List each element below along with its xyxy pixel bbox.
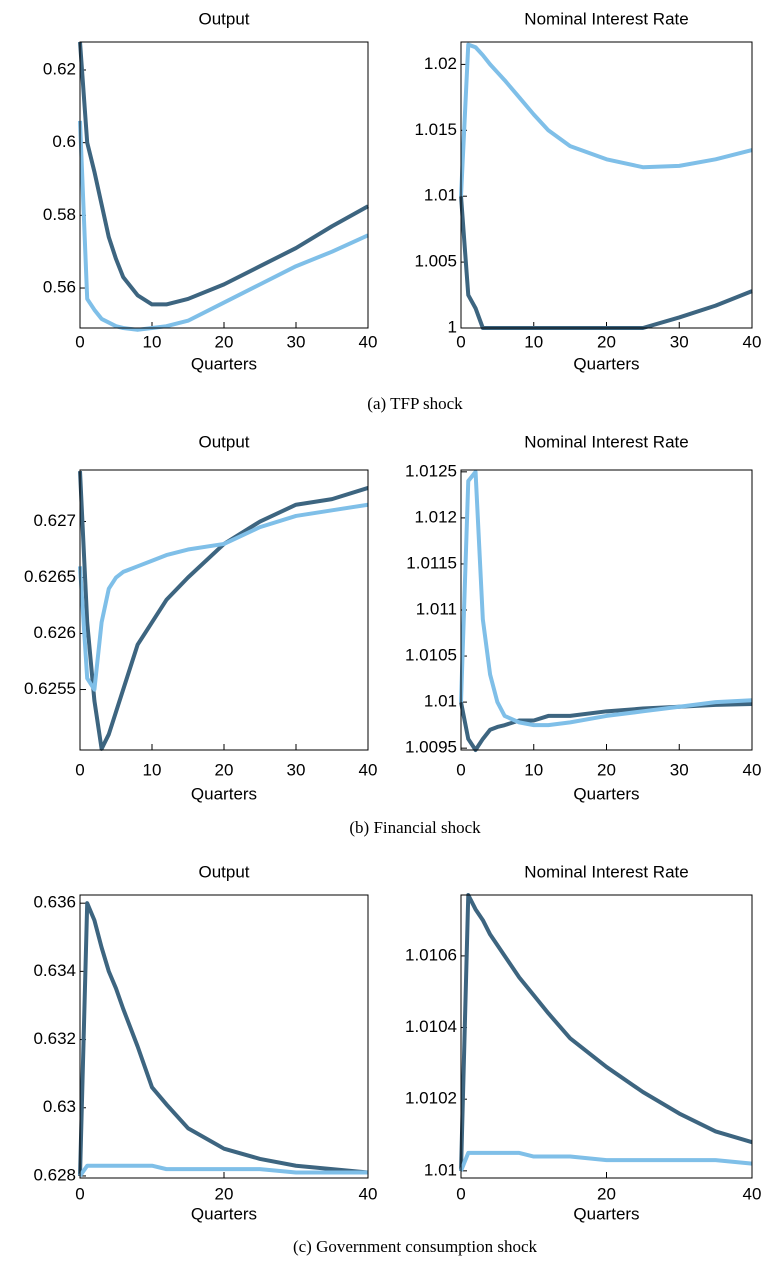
- plot-frame: [79, 894, 369, 1179]
- x-tick-label: 40: [359, 760, 378, 779]
- x-tick-label: 20: [597, 332, 616, 351]
- series-line: [78, 120, 369, 332]
- x-tick-label: 40: [359, 1184, 378, 1203]
- series-line: [78, 1163, 368, 1178]
- y-tick-label: 1.01: [424, 186, 457, 205]
- y-tick-label: 1.0102: [405, 1089, 457, 1108]
- chart-title: Nominal Interest Rate: [524, 432, 688, 451]
- y-tick-label: 0.56: [43, 278, 76, 297]
- y-tick-label: 0.6: [52, 132, 76, 151]
- x-axis-label: Quarters: [573, 1204, 639, 1223]
- y-tick-label: 1.02: [424, 54, 457, 73]
- y-tick-label: 0.632: [33, 1029, 76, 1048]
- chart-title: Output: [198, 9, 249, 28]
- x-tick-label: 30: [287, 332, 306, 351]
- series-line: [78, 502, 369, 692]
- caption: (a) TFP shock: [367, 394, 463, 413]
- y-tick-label: 1.0105: [405, 646, 457, 665]
- y-tick-label: 1.012: [414, 507, 457, 526]
- x-axis-label: Quarters: [191, 784, 257, 803]
- series-line: [459, 1150, 753, 1172]
- x-tick-label: 10: [524, 760, 543, 779]
- x-tick-label: 30: [670, 332, 689, 351]
- series-line: [78, 901, 369, 1177]
- chart-title: Output: [198, 862, 249, 881]
- x-tick-label: 0: [75, 332, 84, 351]
- y-tick-label: 0.636: [33, 893, 76, 912]
- chart-title: Output: [198, 432, 249, 451]
- x-axis-label: Quarters: [573, 784, 639, 803]
- y-tick-label: 0.58: [43, 205, 76, 224]
- caption: (c) Government consumption shock: [293, 1237, 538, 1256]
- plot-area: [460, 894, 753, 1179]
- x-tick-label: 40: [743, 332, 762, 351]
- x-tick-label: 20: [215, 332, 234, 351]
- y-tick-label: 0.628: [33, 1165, 76, 1184]
- y-tick-label: 0.627: [33, 511, 76, 530]
- y-tick-label: 1.0125: [405, 461, 457, 480]
- x-tick-label: 0: [75, 1184, 84, 1203]
- plot-area: [460, 41, 753, 329]
- plot-frame: [79, 469, 369, 751]
- series-line: [459, 893, 753, 1171]
- plot-area: [460, 469, 753, 751]
- x-axis-label: Quarters: [573, 354, 639, 373]
- caption: (b) Financial shock: [349, 818, 481, 837]
- x-tick-label: 20: [597, 760, 616, 779]
- x-tick-label: 20: [215, 1184, 234, 1203]
- y-tick-label: 0.626: [33, 623, 76, 642]
- x-tick-label: 10: [143, 332, 162, 351]
- x-tick-label: 40: [743, 1184, 762, 1203]
- series-line: [78, 471, 369, 751]
- y-tick-label: 0.62: [43, 59, 76, 78]
- y-tick-label: 0.6255: [24, 679, 76, 698]
- y-tick-label: 0.6265: [24, 567, 76, 586]
- y-tick-label: 1.01: [424, 692, 457, 711]
- series-line: [78, 41, 369, 307]
- x-tick-label: 40: [359, 332, 378, 351]
- x-tick-label: 40: [743, 760, 762, 779]
- series-line: [459, 469, 753, 728]
- x-tick-label: 10: [143, 760, 162, 779]
- plot-frame: [460, 469, 753, 751]
- plot-frame: [460, 894, 753, 1179]
- x-tick-label: 10: [524, 332, 543, 351]
- y-tick-label: 1.01: [424, 1160, 457, 1179]
- y-tick-label: 1.005: [414, 252, 457, 271]
- x-tick-label: 0: [456, 332, 465, 351]
- y-tick-label: 1.0104: [405, 1017, 457, 1036]
- x-axis-label: Quarters: [191, 1204, 257, 1223]
- x-tick-label: 30: [287, 760, 306, 779]
- x-tick-label: 0: [75, 760, 84, 779]
- y-tick-label: 1.011: [416, 599, 457, 618]
- y-tick-label: 1: [448, 317, 457, 336]
- x-tick-label: 20: [597, 1184, 616, 1203]
- y-tick-label: 0.634: [33, 961, 76, 980]
- chart-title: Nominal Interest Rate: [524, 862, 688, 881]
- y-tick-label: 1.0095: [405, 738, 457, 757]
- chart-title: Nominal Interest Rate: [524, 9, 688, 28]
- plot-frame: [79, 41, 369, 329]
- series-line: [459, 42, 753, 197]
- y-tick-label: 1.0115: [406, 553, 457, 572]
- x-tick-label: 30: [670, 760, 689, 779]
- y-tick-label: 1.0106: [405, 945, 457, 964]
- plot-area: [79, 894, 369, 1179]
- x-tick-label: 0: [456, 760, 465, 779]
- y-tick-label: 0.63: [43, 1097, 76, 1116]
- x-tick-label: 0: [456, 1184, 465, 1203]
- plot-frame: [460, 41, 753, 329]
- x-axis-label: Quarters: [191, 354, 257, 373]
- plot-area: [79, 469, 369, 751]
- x-tick-label: 20: [215, 760, 234, 779]
- y-tick-label: 1.015: [414, 120, 457, 139]
